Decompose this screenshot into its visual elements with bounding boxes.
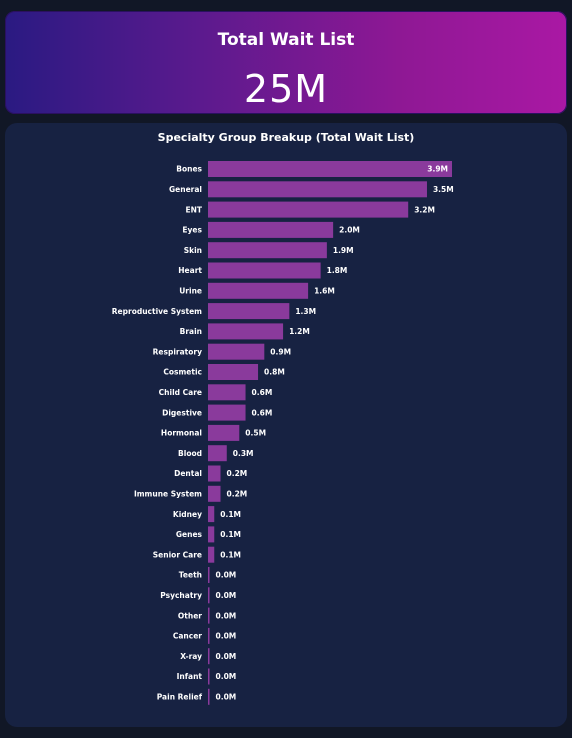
- value-label: 0.0M: [216, 611, 237, 620]
- value-label: 0.1M: [220, 510, 241, 519]
- category-label: General: [169, 185, 202, 194]
- category-label: ENT: [185, 205, 202, 214]
- value-label: 0.1M: [220, 550, 241, 559]
- category-label: Eyes: [182, 226, 202, 235]
- bar[interactable]: [208, 343, 265, 360]
- bar[interactable]: [208, 303, 290, 320]
- bar[interactable]: [208, 587, 210, 604]
- value-label: 0.0M: [216, 693, 237, 702]
- category-label: Teeth: [179, 571, 202, 580]
- value-label: 0.0M: [216, 652, 237, 661]
- value-label: 0.6M: [252, 408, 273, 417]
- chart-title: Specialty Group Breakup (Total Wait List…: [157, 131, 415, 144]
- bar[interactable]: [208, 668, 210, 685]
- value-label: 2.0M: [339, 226, 360, 235]
- bar[interactable]: [208, 404, 246, 421]
- category-label: Child Care: [159, 388, 202, 397]
- bar[interactable]: [208, 526, 215, 543]
- category-label: Infant: [177, 672, 203, 681]
- category-label: Bones: [176, 165, 202, 174]
- kpi-value: 25M: [243, 67, 329, 111]
- bar[interactable]: [208, 181, 427, 198]
- value-label: 0.9M: [270, 347, 291, 356]
- category-label: Senior Care: [153, 550, 202, 559]
- value-label: 0.0M: [216, 672, 237, 681]
- kpi-title: Total Wait List: [217, 30, 355, 50]
- category-label: Reproductive System: [112, 307, 202, 316]
- value-label: 0.6M: [252, 388, 273, 397]
- bar[interactable]: [208, 688, 210, 705]
- category-label: Blood: [178, 449, 202, 458]
- bar[interactable]: [208, 506, 215, 523]
- category-label: Skin: [184, 246, 202, 255]
- bar[interactable]: [208, 567, 210, 583]
- value-label: 3.5M: [433, 185, 454, 194]
- value-label: 0.0M: [216, 571, 237, 580]
- bar[interactable]: [208, 627, 210, 644]
- value-label: 0.2M: [227, 469, 248, 478]
- specialty-chart-card: Specialty Group Breakup (Total Wait List…: [5, 123, 567, 727]
- category-label: Kidney: [173, 510, 202, 519]
- value-label: 3.2M: [414, 205, 435, 214]
- value-label: 1.3M: [295, 307, 316, 316]
- bar[interactable]: [208, 465, 221, 482]
- category-label: Immune System: [134, 490, 202, 499]
- bar[interactable]: [208, 485, 221, 502]
- category-label: Dental: [174, 469, 202, 478]
- bar[interactable]: [208, 221, 334, 238]
- bar[interactable]: [208, 242, 327, 259]
- bar[interactable]: [208, 546, 215, 563]
- category-label: Other: [178, 611, 202, 620]
- value-label: 0.5M: [245, 429, 266, 438]
- value-label: 0.3M: [233, 449, 254, 458]
- value-label: 0.0M: [216, 632, 237, 641]
- bar[interactable]: [208, 323, 284, 340]
- bar[interactable]: [208, 201, 409, 218]
- value-label: 1.8M: [327, 266, 348, 275]
- category-label: Brain: [180, 327, 202, 336]
- category-label: Cosmetic: [163, 368, 202, 377]
- bar[interactable]: [208, 161, 452, 177]
- category-label: Urine: [179, 287, 202, 296]
- category-label: Respiratory: [153, 347, 202, 356]
- category-label: X-ray: [180, 652, 202, 661]
- bar-chart: Bones 3.9M General 3.5M ENT 3.2M Eyes 2.0M Skin 1…: [112, 161, 454, 705]
- value-label: 0.8M: [264, 368, 285, 377]
- category-label: Pain Relief: [157, 693, 203, 702]
- bar[interactable]: [208, 445, 227, 462]
- value-label: 1.9M: [333, 246, 354, 255]
- kpi-card-total-wait-list: Total Wait List 25M: [5, 11, 567, 114]
- bar[interactable]: [208, 364, 259, 380]
- category-label: Psychatry: [160, 591, 202, 600]
- value-label: 1.6M: [314, 287, 335, 296]
- category-label: Digestive: [162, 408, 202, 417]
- bar[interactable]: [208, 384, 246, 401]
- value-label: 0.0M: [216, 591, 237, 600]
- bar[interactable]: [208, 648, 210, 665]
- category-label: Heart: [178, 266, 202, 275]
- category-label: Genes: [176, 530, 203, 539]
- category-label: Cancer: [173, 632, 202, 641]
- value-label: 0.2M: [227, 490, 248, 499]
- bar[interactable]: [208, 607, 210, 624]
- value-label: 0.1M: [220, 530, 241, 539]
- bar[interactable]: [208, 282, 309, 299]
- bar[interactable]: [208, 424, 240, 441]
- value-label: 3.9M: [427, 165, 448, 174]
- bar[interactable]: [208, 262, 321, 279]
- value-label: 1.2M: [289, 327, 310, 336]
- category-label: Hormonal: [161, 429, 202, 438]
